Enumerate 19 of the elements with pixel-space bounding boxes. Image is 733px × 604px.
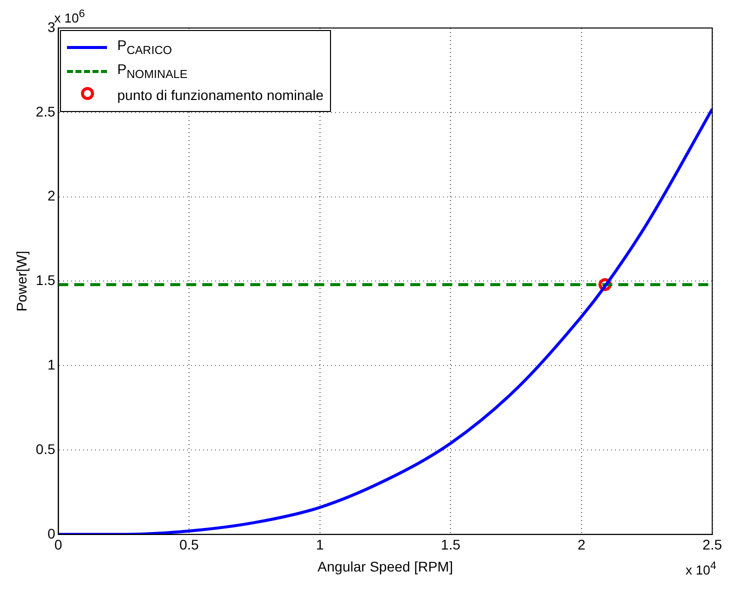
legend-label: P$_{NOMINALE}$ — [117, 61, 188, 81]
y-tick-label: 0.5 — [36, 440, 56, 457]
y-tick-label: 2.5 — [36, 103, 56, 120]
x-tick-label: 0.5 — [179, 536, 200, 553]
legend-label: P$_{CARICO}$ — [117, 37, 172, 57]
x-tick-label: 2 — [578, 536, 586, 553]
x-tick-label: 2.5 — [702, 536, 722, 553]
legend-label: punto di funzionamento nominale — [117, 87, 324, 103]
y-tick-label: 0 — [47, 525, 56, 542]
y-tick-label: 1 — [47, 356, 56, 372]
text: x 10$^{6}$ — [54, 8, 85, 26]
text: x 10$^{4}$ — [686, 560, 716, 578]
y-tick-label: 3 — [47, 18, 56, 35]
y-tick-label: 1.5 — [36, 272, 56, 288]
y-axis-title: Power[W] — [13, 250, 30, 312]
x-tick-label: 1.5 — [440, 536, 461, 553]
x-tick-label: 1 — [316, 536, 324, 553]
y-tick-label: 2 — [47, 188, 56, 204]
x-axis-title: Angular Speed [RPM] — [318, 558, 453, 574]
